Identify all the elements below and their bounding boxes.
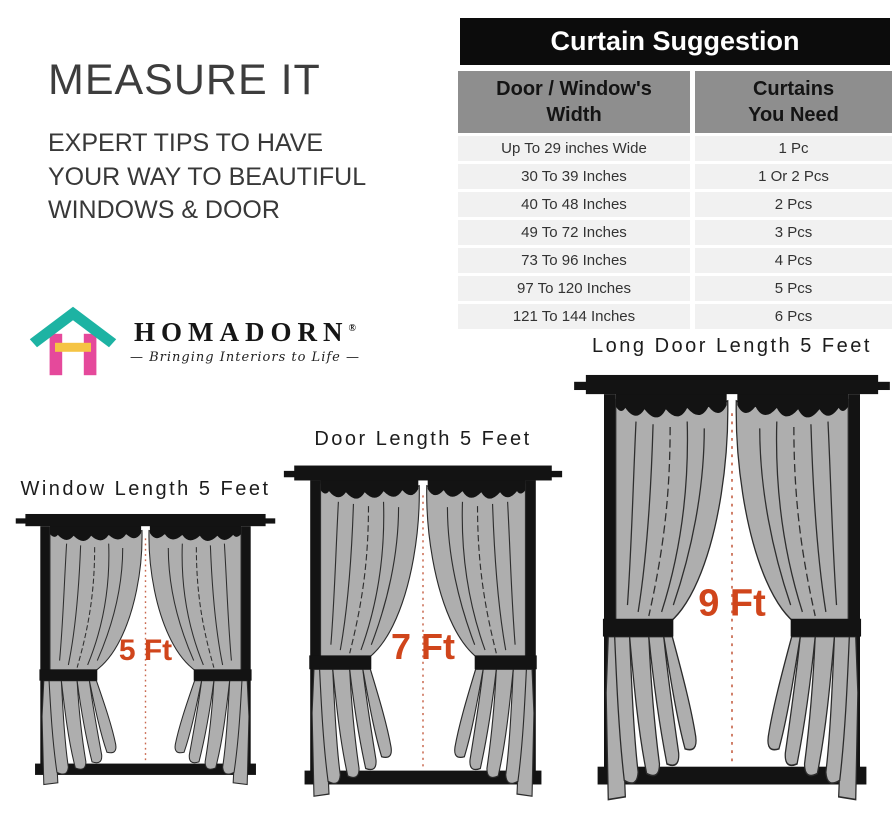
cell-width: 97 To 120 Inches [458, 276, 690, 301]
brand-wordmark: HOMADORN [134, 317, 349, 347]
cell-width: 40 To 48 Inches [458, 192, 690, 217]
figure-title: Long Door Length 5 Feet [592, 335, 872, 357]
table-row: 73 To 96 Inches 4 Pcs [458, 248, 892, 273]
cell-width: Up To 29 inches Wide [458, 136, 690, 161]
figure-title: Door Length 5 Feet [314, 428, 532, 450]
table-title: Curtain Suggestion [460, 18, 890, 65]
cell-width: 49 To 72 Inches [458, 220, 690, 245]
homadorn-house-icon [29, 306, 117, 376]
table-row: 97 To 120 Inches 5 Pcs [458, 276, 892, 301]
height-label: 7 Ft [390, 626, 456, 668]
house-right-post [83, 333, 97, 376]
figure-long-door: Long Door Length 5 Feet 9 Ft [572, 335, 892, 816]
cell-width: 73 To 96 Inches [458, 248, 690, 273]
brand-name: HOMADORN® [134, 317, 356, 348]
table-row: 30 To 39 Inches 1 Or 2 Pcs [458, 164, 892, 189]
house-left-post [49, 333, 63, 376]
figure-window: Window Length 5 Feet 5 Ft [14, 478, 277, 795]
column-header-width: Door / Window's Width [458, 71, 690, 133]
house-roof [29, 306, 117, 348]
figure-door: Door Length 5 Feet 7 Ft [282, 428, 564, 809]
cell-width: 121 To 144 Inches [458, 304, 690, 329]
cell-pieces: 2 Pcs [695, 192, 892, 217]
cell-pieces: 5 Pcs [695, 276, 892, 301]
page-title: MEASURE IT [48, 56, 321, 104]
cell-pieces: 6 Pcs [695, 304, 892, 329]
curtain-suggestion-table: Curtain Suggestion Door / Window's Width… [458, 18, 892, 329]
table-row: Up To 29 inches Wide 1 Pc [458, 136, 892, 161]
cell-pieces: 4 Pcs [695, 248, 892, 273]
table-row: 49 To 72 Inches 3 Pcs [458, 220, 892, 245]
measure-it-section: MEASURE IT EXPERT TIPS TO HAVE YOUR WAY … [48, 56, 438, 228]
brand-tagline: — Bringing Interiors to Life — [130, 350, 360, 365]
table-header-row: Door / Window's Width Curtains You Need [458, 71, 892, 133]
table-row: 121 To 144 Inches 6 Pcs [458, 304, 892, 329]
curtain-illustration-long-door: 9 Ft [572, 364, 892, 816]
cell-pieces: 1 Or 2 Pcs [695, 164, 892, 189]
cell-width: 30 To 39 Inches [458, 164, 690, 189]
house-crossbar [55, 342, 91, 352]
registered-mark: ® [348, 323, 356, 334]
cell-pieces: 3 Pcs [695, 220, 892, 245]
column-header-curtains: Curtains You Need [695, 71, 892, 133]
curtain-illustration-door: 7 Ft [282, 457, 564, 809]
cell-pieces: 1 Pc [695, 136, 892, 161]
height-label: 9 Ft [698, 582, 766, 625]
figure-title: Window Length 5 Feet [20, 478, 271, 500]
curtain-illustration-window: 5 Ft [14, 507, 277, 795]
brand-text: HOMADORN® — Bringing Interiors to Life — [130, 317, 360, 365]
table-row: 40 To 48 Inches 2 Pcs [458, 192, 892, 217]
page-subtitle: EXPERT TIPS TO HAVE YOUR WAY TO BEAUTIFU… [48, 129, 367, 224]
brand-logo: HOMADORN® — Bringing Interiors to Life — [28, 303, 360, 379]
height-label: 5 Ft [118, 634, 173, 667]
